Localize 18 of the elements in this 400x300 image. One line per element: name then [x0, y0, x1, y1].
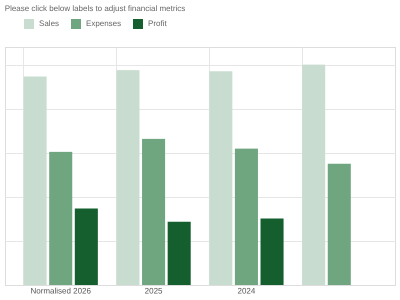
x-tick-label: Normalised 2026	[30, 286, 92, 296]
bar	[49, 152, 72, 285]
bar	[260, 218, 284, 285]
legend-label: Expenses	[86, 19, 122, 28]
legend-label: Sales	[39, 19, 60, 28]
legend-label: Profit	[148, 19, 168, 28]
bar	[168, 222, 191, 285]
bar	[142, 138, 166, 285]
bar	[234, 148, 258, 285]
bar	[302, 64, 326, 285]
x-tick-label: 2024	[238, 286, 256, 296]
bar	[116, 70, 140, 285]
bar	[74, 208, 98, 285]
legend-title: Please click below labels to adjust financial metrics	[4, 4, 186, 13]
bar	[209, 71, 232, 285]
x-tick-label: 2025	[144, 286, 164, 296]
bar	[328, 164, 351, 285]
bar	[24, 76, 47, 285]
